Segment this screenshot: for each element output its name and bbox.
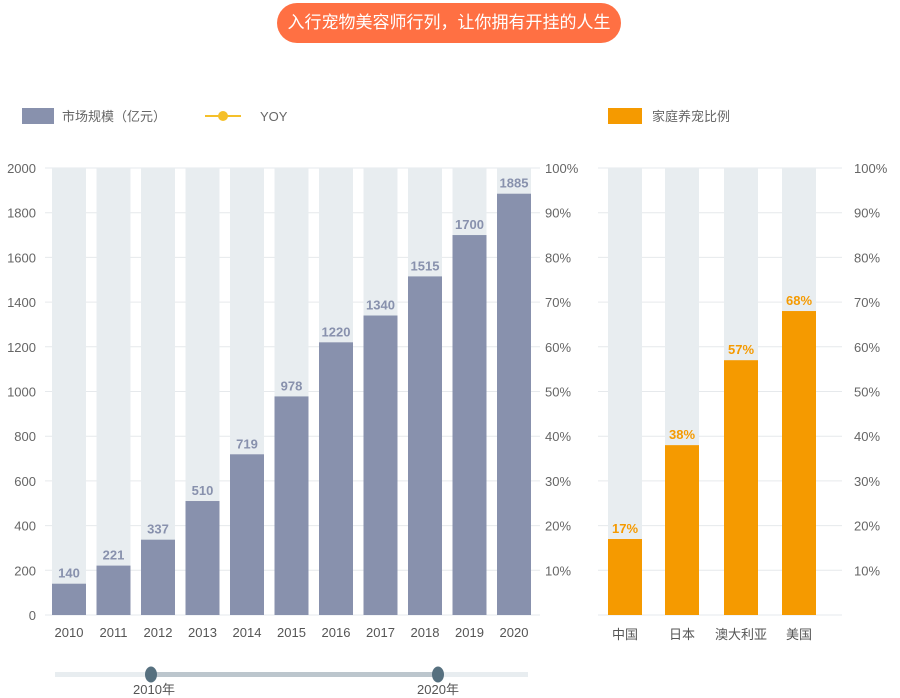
bar-value-label: 1340 [366,298,395,313]
y-tick-label: 30% [854,474,880,489]
bar-value-label: 17% [612,521,638,536]
x-tick-label: 2010 [55,625,84,640]
bar-2014[interactable] [230,454,264,615]
y-tick-label: 400 [14,519,36,534]
y-tick-label: 1800 [7,206,36,221]
legend-ratio-label[interactable]: 家庭养宠比例 [652,109,730,124]
bar-2016[interactable] [319,342,353,615]
legend-market-label[interactable]: 市场规模（亿元） [62,109,166,124]
bar-2013[interactable] [185,501,220,615]
bar-background [96,168,131,615]
y-tick-label: 100% [854,161,888,176]
x-tick-label: 中国 [612,627,638,642]
y-tick-label: 0 [29,608,36,623]
y-tick-label: 1600 [7,250,36,265]
y-tick-label: 10% [854,563,880,578]
slider-end-handle[interactable] [432,666,444,683]
bar-美国[interactable] [782,311,816,615]
x-tick-label: 2019 [455,625,484,640]
bar-中国[interactable] [608,539,642,615]
y-tick-label: 1400 [7,295,36,310]
bar-澳大利亚[interactable] [724,360,758,615]
bar-value-label: 140 [58,566,80,581]
y-tick-label: 20% [854,519,880,534]
bar-value-label: 1885 [500,176,529,191]
x-tick-label: 2012 [144,625,173,640]
bar-background [52,168,86,615]
y-tick-label: 1000 [7,385,36,400]
legend-market-swatch[interactable] [22,108,54,124]
y2-tick-label: 50% [545,385,571,400]
x-tick-label: 2013 [188,625,217,640]
slider-end-label: 2020年 [417,682,459,697]
slider-selected-range[interactable] [151,672,438,677]
legend-yoy-marker [218,111,228,121]
x-tick-label: 美国 [786,627,812,642]
legend-yoy-label[interactable]: YOY [260,109,288,124]
slider-start-label: 2010年 [133,682,175,697]
y-tick-label: 60% [854,340,880,355]
bar-value-label: 38% [669,427,695,442]
slider-start-handle[interactable] [145,666,157,683]
y2-tick-label: 100% [545,161,579,176]
y2-tick-label: 70% [545,295,571,310]
y2-tick-label: 20% [545,519,571,534]
x-tick-label: 2011 [100,625,128,640]
x-tick-label: 2015 [277,625,306,640]
bar-2011[interactable] [96,565,131,615]
bar-value-label: 1700 [455,217,484,232]
bar-value-label: 221 [103,548,125,563]
bar-2015[interactable] [274,396,309,615]
x-tick-label: 2017 [366,625,395,640]
y-tick-label: 80% [854,250,880,265]
y-tick-label: 40% [854,429,880,444]
bar-value-label: 57% [728,342,754,357]
bar-value-label: 719 [236,436,258,451]
y2-tick-label: 30% [545,474,571,489]
y-tick-label: 200 [14,563,36,578]
bar-2018[interactable] [408,276,442,615]
y2-tick-label: 10% [545,563,571,578]
y2-tick-label: 40% [545,429,571,444]
bar-2019[interactable] [452,235,487,616]
bar-value-label: 68% [786,293,812,308]
y-tick-label: 70% [854,295,880,310]
bar-2017[interactable] [363,315,398,615]
x-tick-label: 澳大利亚 [715,627,767,642]
x-tick-label: 2014 [233,625,262,640]
bar-2020[interactable] [497,193,531,615]
bar-日本[interactable] [665,445,699,615]
y-tick-label: 1200 [7,340,36,355]
x-tick-label: 2020 [500,625,529,640]
bar-2012[interactable] [141,539,175,615]
x-tick-label: 2018 [411,625,440,640]
bar-value-label: 978 [281,378,303,393]
range-slider[interactable]: 2010年 2020年 [55,666,528,698]
y-tick-label: 2000 [7,161,36,176]
y2-tick-label: 90% [545,206,571,221]
y2-tick-label: 60% [545,340,571,355]
x-tick-label: 日本 [669,627,695,642]
y-tick-label: 600 [14,474,36,489]
bar-value-label: 337 [147,522,169,537]
x-tick-label: 2016 [322,625,351,640]
legend-ratio-swatch[interactable] [608,108,642,124]
y-tick-label: 800 [14,429,36,444]
bar-value-label: 1220 [322,324,351,339]
banner-button[interactable]: 入行宠物美容师行列，让你拥有开挂的人生 [277,3,621,43]
y-tick-label: 90% [854,206,880,221]
y2-tick-label: 80% [545,250,571,265]
bar-value-label: 1515 [411,258,440,273]
bar-2010[interactable] [52,583,86,615]
bar-value-label: 510 [192,483,214,498]
y-tick-label: 50% [854,385,880,400]
